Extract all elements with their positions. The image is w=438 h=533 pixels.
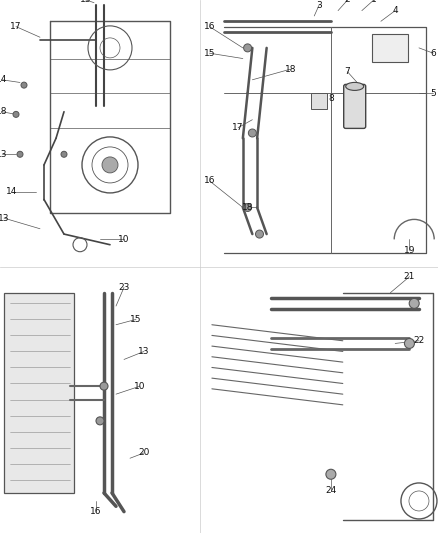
Text: 5: 5 (431, 88, 436, 98)
Circle shape (404, 338, 414, 349)
Text: 15: 15 (130, 315, 142, 324)
Text: 18: 18 (0, 107, 8, 116)
Text: 1: 1 (371, 0, 377, 4)
Circle shape (61, 151, 67, 157)
Circle shape (244, 204, 251, 212)
Bar (4, 293, 74, 493)
Text: 3: 3 (316, 1, 322, 10)
Ellipse shape (346, 83, 364, 91)
Text: 18: 18 (285, 64, 296, 74)
Circle shape (244, 44, 251, 52)
Circle shape (17, 151, 23, 157)
Circle shape (326, 469, 336, 479)
Text: 24: 24 (325, 486, 336, 495)
Text: 2: 2 (345, 0, 350, 4)
Text: 23: 23 (118, 283, 130, 292)
Text: 17: 17 (232, 123, 244, 132)
Circle shape (255, 230, 264, 238)
Circle shape (102, 157, 118, 173)
Text: 10: 10 (134, 382, 146, 391)
Circle shape (248, 129, 256, 137)
Bar (311, 93, 327, 109)
FancyBboxPatch shape (344, 84, 366, 128)
Text: 16: 16 (90, 507, 102, 516)
Circle shape (96, 417, 104, 425)
Text: 13: 13 (0, 150, 8, 159)
Text: 13: 13 (138, 347, 150, 356)
Text: 15: 15 (80, 0, 92, 4)
Text: 6: 6 (431, 49, 436, 58)
Circle shape (409, 298, 419, 309)
Circle shape (13, 111, 19, 117)
Text: 19: 19 (404, 246, 415, 255)
Text: 20: 20 (138, 448, 150, 457)
Text: 16: 16 (204, 176, 215, 185)
Text: 18: 18 (242, 203, 253, 212)
Text: 4: 4 (392, 6, 398, 15)
Text: 10: 10 (118, 235, 130, 244)
Text: 14: 14 (0, 75, 8, 84)
Text: 17: 17 (10, 22, 22, 31)
Text: 13: 13 (0, 214, 10, 223)
Text: 15: 15 (204, 49, 215, 58)
Text: 7: 7 (345, 67, 350, 76)
Text: 8: 8 (328, 94, 334, 103)
Bar (372, 34, 408, 62)
Text: 22: 22 (413, 336, 424, 345)
Text: 16: 16 (204, 22, 215, 31)
Circle shape (100, 382, 108, 390)
Text: 21: 21 (404, 272, 415, 281)
Text: 14: 14 (6, 187, 18, 196)
Circle shape (21, 82, 27, 88)
